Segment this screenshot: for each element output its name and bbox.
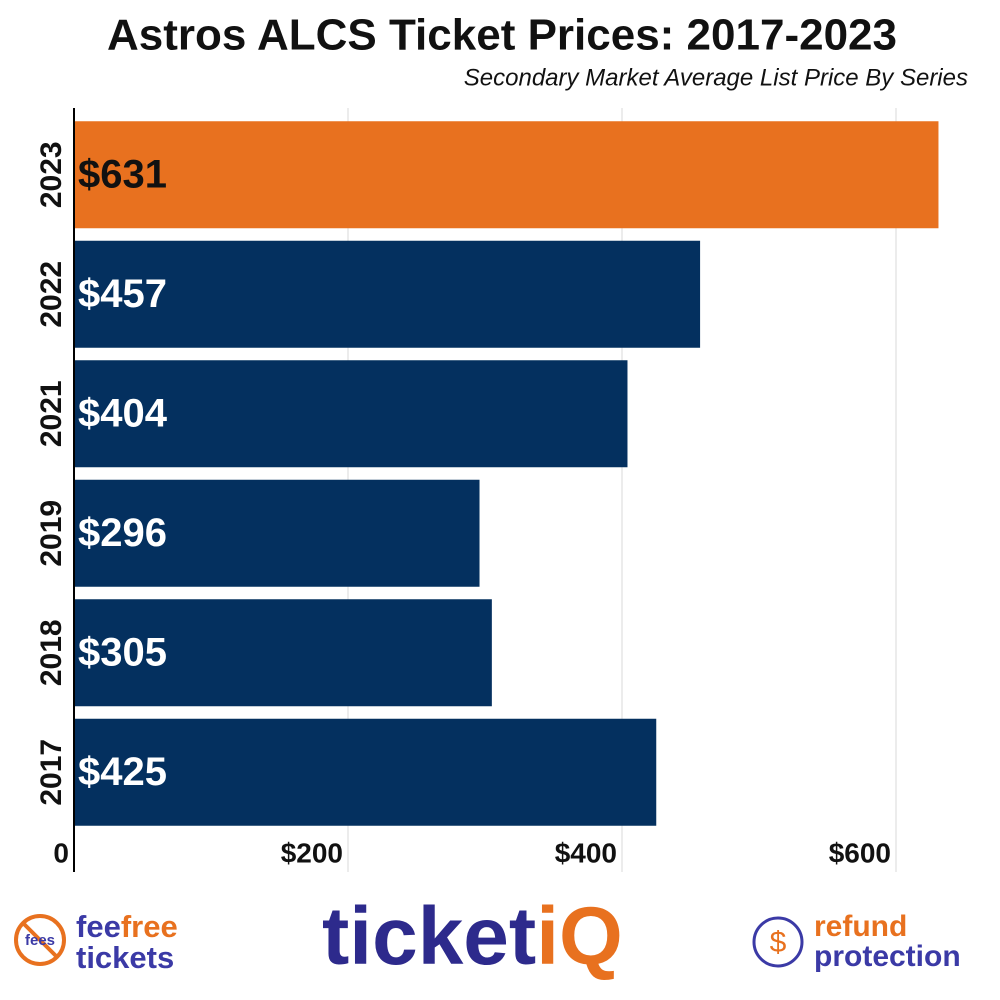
logo-text: fee [76, 909, 121, 944]
x-tick-label: $400 [555, 837, 617, 868]
y-tick-label: 2022 [35, 261, 68, 328]
value-label: $296 [78, 511, 167, 555]
y-tick-label: 2019 [35, 500, 68, 567]
logo-text: refund [814, 910, 907, 943]
logo-ring [14, 914, 66, 966]
bar [74, 121, 939, 229]
logo-text: feefree [76, 909, 178, 944]
logo-text: tickets [76, 940, 174, 975]
y-tick-label: 2018 [35, 619, 68, 686]
bar [74, 718, 657, 826]
logo-slash [21, 921, 59, 959]
logo-badge: fees [25, 932, 55, 949]
logo-symbol: $ [770, 926, 787, 959]
bar [74, 479, 480, 587]
x-tick-label: $600 [829, 837, 891, 868]
bar [74, 360, 628, 468]
bar [74, 599, 492, 707]
x-tick-label: $200 [281, 837, 343, 868]
chart-subtitle: Secondary Market Average List Price By S… [464, 64, 968, 91]
value-label: $305 [78, 630, 167, 674]
value-label: $457 [78, 272, 167, 316]
y-tick-label: 2017 [35, 739, 68, 806]
plot-area: 0 $200 $400 $600 2023 $631 2022 $457 2021 $404 201… [35, 108, 939, 872]
chart-title: Astros ALCS Ticket Prices: 2017-2023 [107, 11, 897, 60]
logo-ring [752, 916, 804, 968]
value-label: $425 [78, 750, 167, 794]
y-tick-label: 2023 [35, 141, 68, 208]
logo-text: protection [814, 940, 961, 973]
brand-text: ticketiQ [322, 891, 623, 982]
brand-text: ticket [322, 891, 536, 982]
brand-text: iQ [536, 891, 623, 982]
value-label: $404 [78, 391, 168, 435]
bar [74, 240, 701, 348]
x-tick-label: 0 [53, 837, 69, 868]
refund-logo: $ refund protection [752, 910, 961, 973]
y-tick-label: 2021 [35, 380, 68, 447]
ticketiq-logo: ticketiQ [322, 891, 623, 982]
logo-text: free [121, 909, 178, 944]
value-label: $631 [78, 152, 167, 196]
feefree-logo: fees feefree tickets [14, 909, 178, 975]
